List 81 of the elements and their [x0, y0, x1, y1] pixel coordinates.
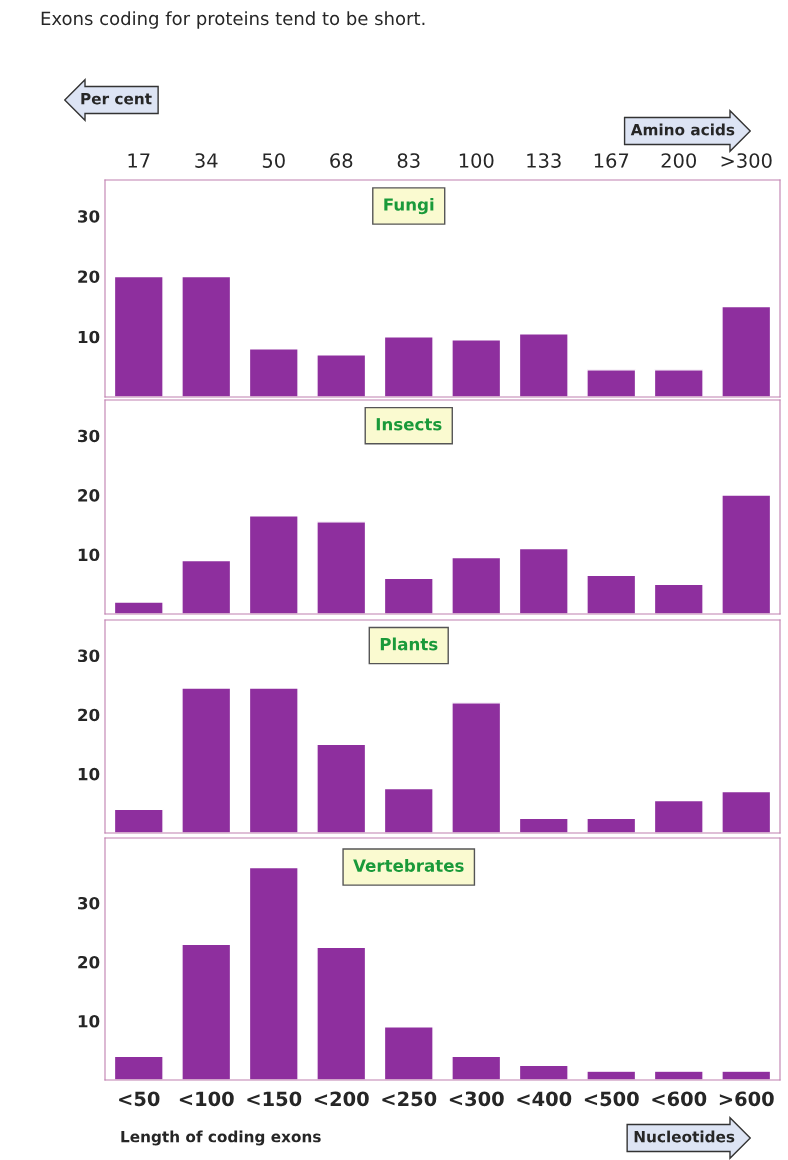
bar: [181, 943, 232, 1080]
bar: [451, 702, 502, 833]
x-tick-label: 133: [527, 153, 561, 168]
bar: [721, 1070, 772, 1080]
bar: [316, 946, 367, 1080]
bar: [113, 601, 164, 614]
bar: [653, 583, 704, 614]
x-tick-label: <600: [652, 1091, 707, 1107]
x-tick-label: 100: [459, 153, 494, 168]
y-tick-label: 10: [78, 548, 100, 562]
bar: [721, 790, 772, 833]
text: Plants: [380, 637, 438, 651]
bar: [518, 817, 569, 833]
bar: [586, 817, 637, 833]
x-tick-label: <400: [517, 1091, 572, 1107]
x-tick-label: 34: [195, 153, 218, 168]
text: Vertebrates: [353, 858, 464, 872]
y-axis-title: Per cent: [81, 93, 152, 105]
x-tick-label: 68: [330, 153, 353, 168]
bar: [181, 559, 232, 614]
text: Nucleotides: [634, 1130, 735, 1143]
bar: [248, 348, 299, 397]
bar: [586, 574, 637, 614]
x-tick-label: <250: [382, 1091, 437, 1107]
y-tick-label: 20: [78, 270, 100, 284]
bar: [451, 1055, 502, 1080]
bar: [518, 333, 569, 397]
bar: [721, 494, 772, 614]
bar: [316, 521, 367, 614]
y-tick-label: 20: [78, 955, 100, 969]
bar: [248, 866, 299, 1080]
x2-axis-title: Amino acids: [630, 123, 735, 136]
bar: [248, 687, 299, 833]
x-tick-label: <50: [119, 1091, 160, 1107]
x-tick-label: 17: [128, 153, 150, 168]
y-tick-label: 10: [78, 1014, 100, 1028]
x-tick-label: >300: [721, 153, 772, 168]
bar: [586, 369, 637, 397]
x-tick-label: <100: [179, 1091, 234, 1107]
x-tick-label: <150: [247, 1091, 302, 1107]
y-tick-label: 10: [78, 767, 100, 781]
x-tick-label: 50: [262, 153, 285, 168]
bar: [518, 1064, 569, 1080]
bar: [248, 515, 299, 614]
bar: [383, 336, 434, 397]
bar: [518, 547, 569, 614]
y-tick-label: 30: [78, 210, 100, 223]
bar: [383, 1026, 434, 1080]
x-tick-label: <300: [449, 1091, 504, 1107]
text: Insects: [376, 418, 442, 431]
x-tick-label: <500: [584, 1091, 639, 1107]
bar: [113, 808, 164, 833]
bar: [721, 305, 772, 397]
x-tick-label: 83: [397, 153, 420, 168]
y-tick-label: 30: [78, 896, 100, 910]
x-tick-label: <200: [314, 1091, 369, 1107]
bar: [181, 275, 232, 397]
chart-title: Exons coding for proteins tend to be short.: [41, 11, 425, 29]
bar: [653, 369, 704, 397]
bar: [316, 743, 367, 833]
y-tick-label: 30: [78, 429, 100, 443]
y-tick-label: 20: [78, 489, 100, 502]
text: Fungi: [384, 197, 434, 215]
bar: [181, 687, 232, 833]
x-tick-label: 167: [594, 153, 629, 168]
bar: [451, 339, 502, 397]
x-axis-title: Length of coding exons: [121, 1130, 321, 1146]
x-tick-label: >600: [719, 1091, 774, 1107]
bar: [383, 787, 434, 833]
bar: [113, 275, 164, 397]
bar: [113, 1055, 164, 1080]
bar: [451, 556, 502, 614]
x-tick-label: 200: [661, 153, 697, 168]
y-tick-label: 30: [78, 649, 100, 663]
bar: [586, 1070, 637, 1080]
bar: [316, 354, 367, 397]
y-tick-label: 20: [78, 708, 100, 722]
bar: [653, 1070, 704, 1080]
bar: [383, 577, 434, 614]
y-tick-label: 10: [78, 330, 100, 344]
bar: [653, 799, 704, 833]
